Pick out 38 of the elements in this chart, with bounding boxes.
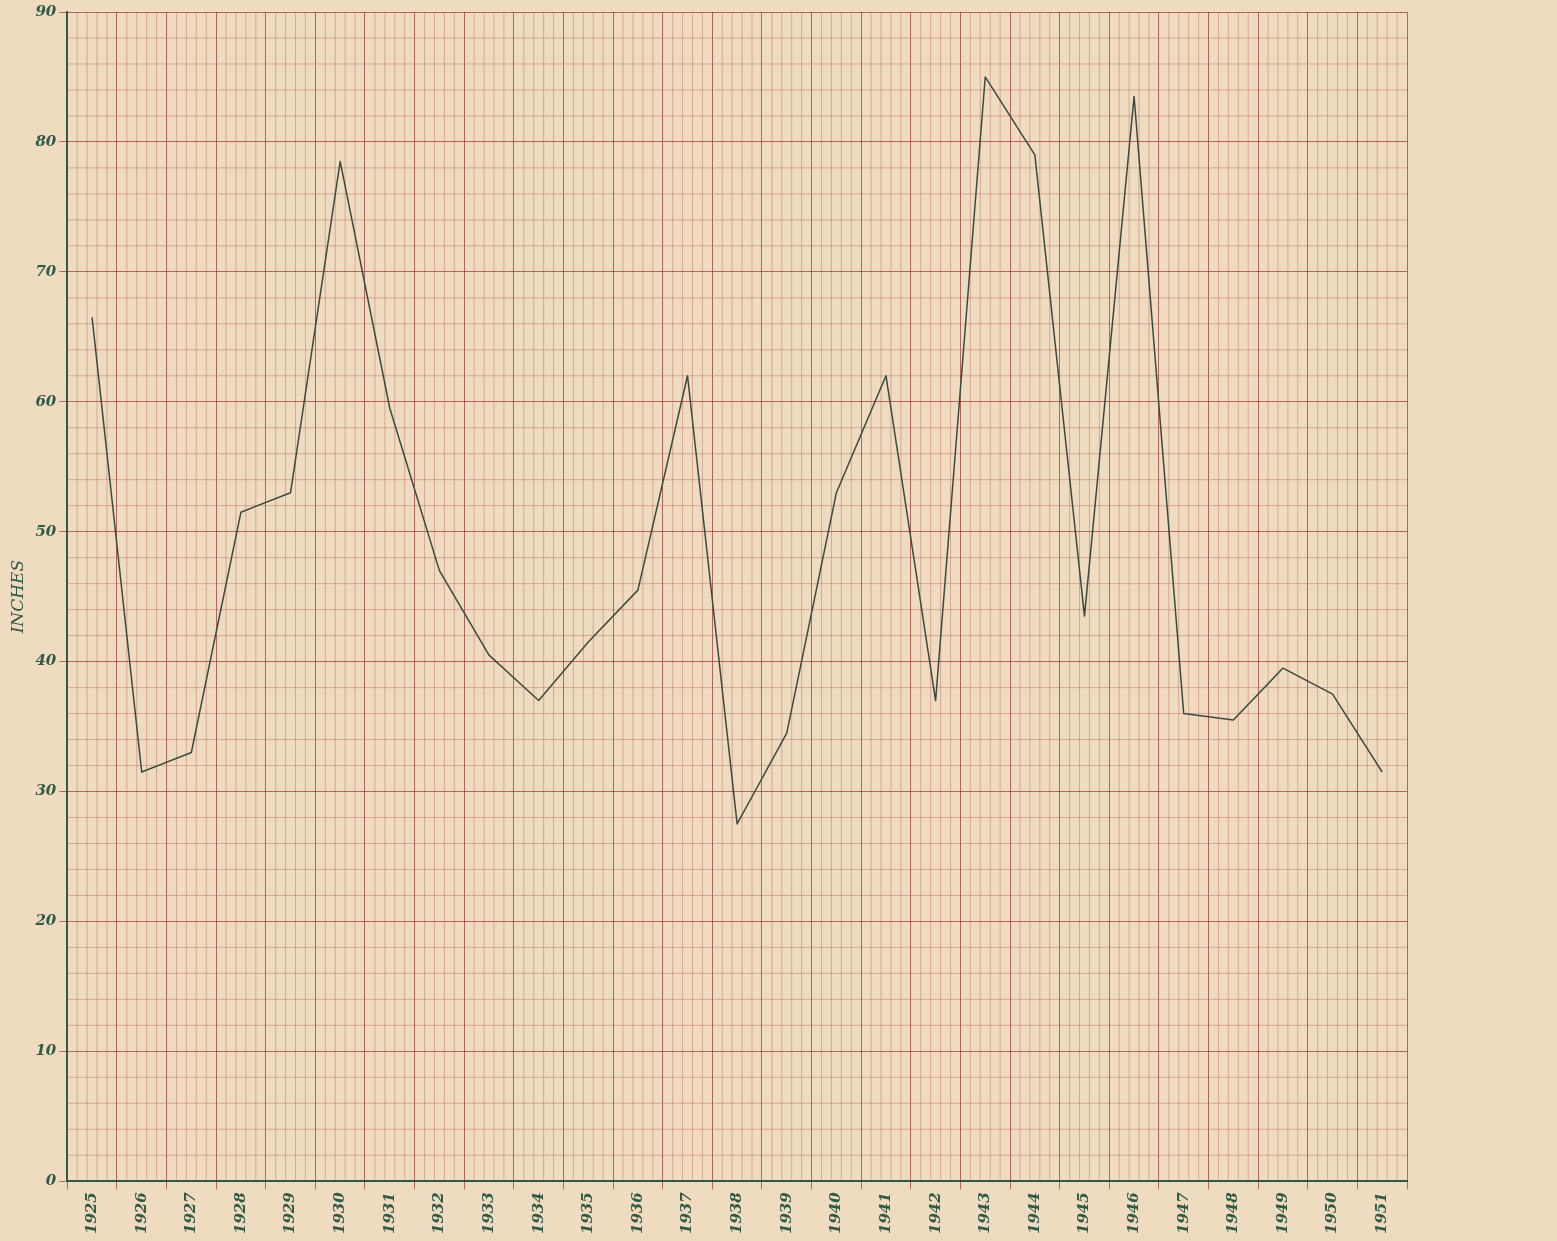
x-tick-label: 1950 [1322, 1191, 1341, 1234]
x-tick-label: 1931 [379, 1192, 398, 1234]
x-tick-label: 1948 [1223, 1191, 1242, 1234]
x-tick-label: 1939 [776, 1191, 795, 1234]
x-tick-label: 1925 [81, 1192, 100, 1234]
x-tick-label: 1933 [478, 1192, 497, 1234]
x-tick-label: 1940 [826, 1191, 845, 1234]
x-tick-label: 1935 [578, 1192, 597, 1234]
x-tick-label: 1928 [230, 1191, 249, 1234]
x-tick-label: 1932 [429, 1192, 448, 1234]
x-tick-label: 1947 [1173, 1191, 1192, 1234]
x-tick-label: 1930 [330, 1191, 349, 1234]
y-tick-label: 10 [35, 1041, 57, 1060]
y-tick-label: 80 [35, 131, 57, 150]
y-axis-title: INCHES [6, 559, 27, 635]
x-tick-label: 1943 [975, 1192, 994, 1234]
x-tick-label: 1946 [1123, 1191, 1142, 1234]
y-tick-label: 20 [34, 911, 57, 930]
y-tick-label: 30 [35, 781, 57, 800]
y-tick-label: 0 [45, 1171, 57, 1190]
x-tick-label: 1938 [727, 1191, 746, 1234]
x-tick-label: 1951 [1372, 1192, 1391, 1234]
x-tick-label: 1929 [280, 1191, 299, 1234]
y-tick-label: 50 [35, 521, 57, 540]
x-tick-label: 1926 [131, 1191, 150, 1234]
x-tick-label: 1934 [528, 1192, 547, 1234]
x-tick-label: 1936 [627, 1191, 646, 1234]
x-tick-label: 1944 [1024, 1192, 1043, 1234]
x-tick-label: 1927 [181, 1191, 200, 1234]
y-tick-label: 40 [35, 651, 57, 670]
y-tick-label: 60 [35, 391, 57, 410]
x-tick-label: 1945 [1074, 1192, 1093, 1234]
y-tick-label: 90 [35, 1, 57, 20]
x-tick-label: 1949 [1272, 1191, 1291, 1234]
x-tick-label: 1942 [925, 1192, 944, 1234]
y-tick-label: 70 [35, 261, 57, 280]
x-tick-label: 1941 [875, 1192, 894, 1234]
x-tick-label: 1937 [677, 1191, 696, 1234]
